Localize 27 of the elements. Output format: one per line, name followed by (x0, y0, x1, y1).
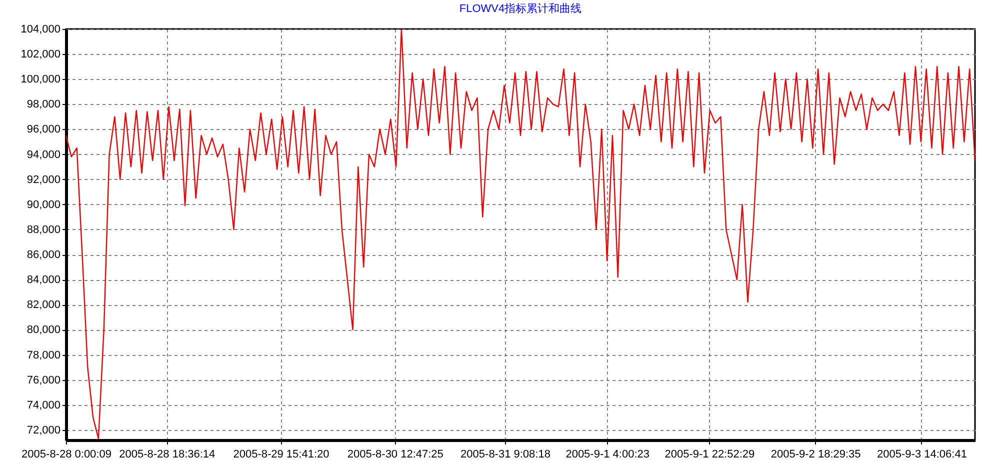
x-tick-label: 2005-8-28 18:36:14 (119, 448, 216, 460)
y-tick-label: 90,000 (26, 198, 60, 211)
x-tick-label: 2005-9-2 18:29:35 (770, 448, 861, 460)
x-tick-label: 2005-8-31 9:08:18 (460, 448, 550, 460)
y-tick-label: 98,000 (26, 98, 60, 111)
y-tick-label: 92,000 (26, 174, 60, 186)
y-tick-label: 82,000 (26, 299, 60, 312)
y-tick-label: 96,000 (26, 124, 60, 136)
y-tick-label: 78,000 (26, 349, 60, 362)
x-tick-label: 2005-9-1 22:52:29 (664, 448, 755, 460)
y-tick-label: 80,000 (26, 324, 60, 336)
y-tick-label: 74,000 (26, 399, 60, 412)
x-tick-label: 2005-9-1 4:00:23 (566, 448, 650, 460)
x-tick-label: 2005-8-29 15:41:20 (233, 448, 330, 460)
y-tick-label: 94,000 (26, 148, 60, 161)
y-tick-label: 76,000 (26, 374, 60, 386)
x-tick-label: 2005-9-3 14:06:41 (877, 448, 967, 460)
x-tick-label: 2005-8-30 12:47:25 (347, 448, 444, 460)
y-tick-label: 100,000 (20, 74, 60, 86)
x-tick-label: 2005-8-28 0:00:09 (22, 448, 112, 460)
y-tick-label: 88,000 (26, 224, 60, 236)
y-tick-label: 86,000 (26, 249, 60, 262)
y-tick-label: 72,000 (26, 424, 60, 436)
y-tick-label: 102,000 (20, 48, 60, 61)
chart-title: FLOWV4指标累计和曲线 (459, 2, 582, 15)
y-tick-label: 104,000 (20, 24, 60, 36)
y-tick-label: 84,000 (26, 274, 60, 286)
